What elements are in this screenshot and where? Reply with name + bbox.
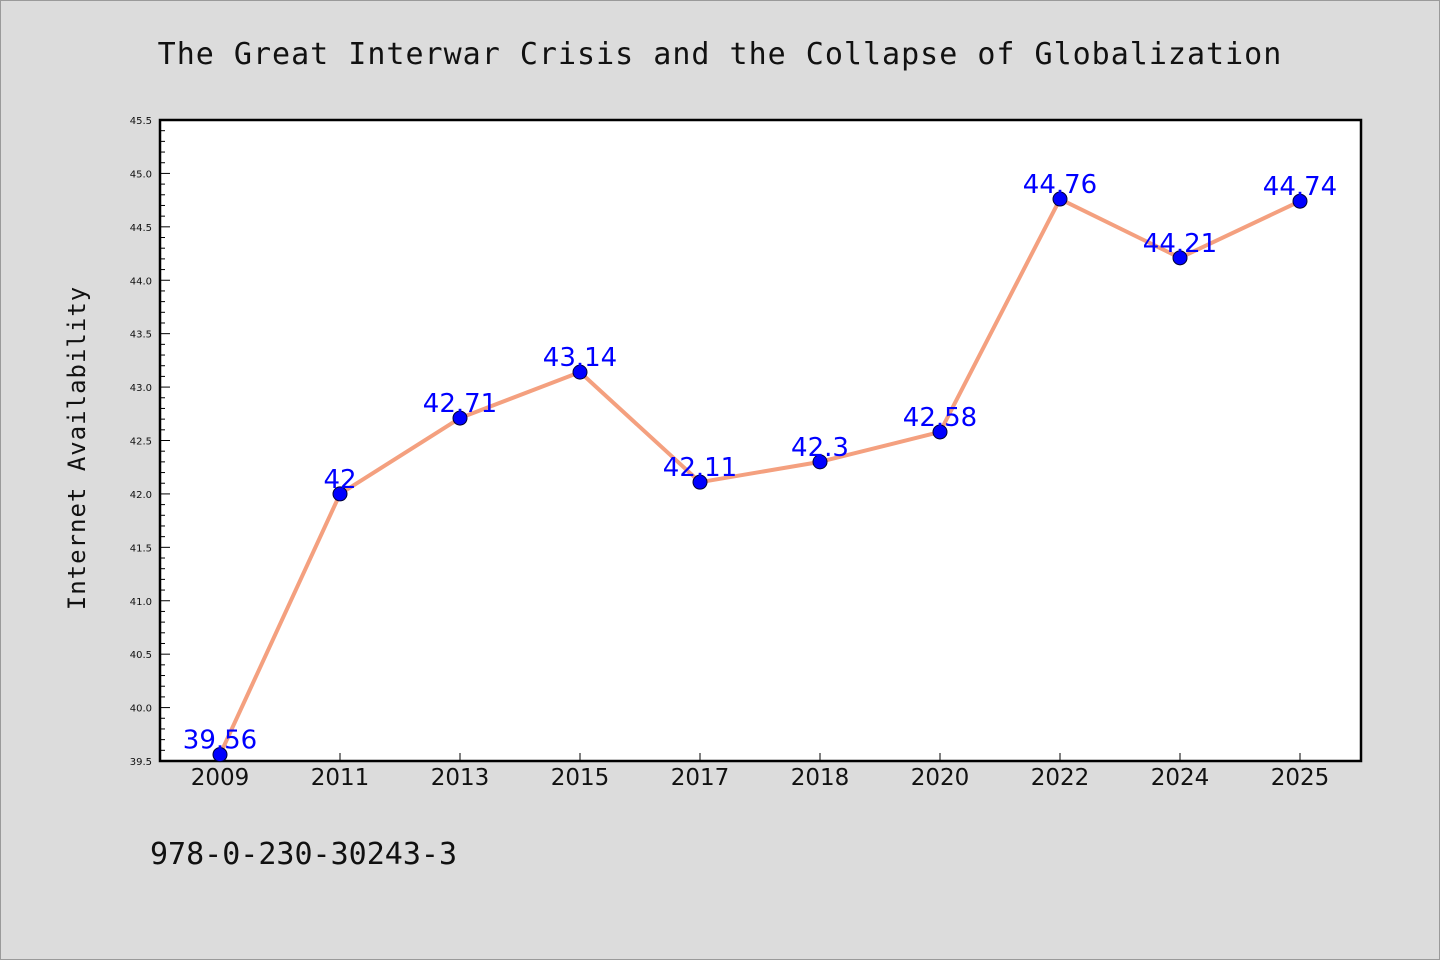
data-point <box>692 474 708 490</box>
series-group: 39.56 42 42.71 43.14 42.11 42.3 42.58 44.76 44.2… <box>183 170 1337 763</box>
x-tick-label: 2013 <box>431 765 490 791</box>
x-tick-label: 2024 <box>1151 765 1210 791</box>
x-tick-label: 2022 <box>1031 765 1090 791</box>
y-tick-label: 43.5 <box>130 330 152 341</box>
data-label: 42.3 <box>791 433 849 463</box>
data-label: 44.74 <box>1263 172 1337 202</box>
y-tick-label: 41.5 <box>130 543 152 554</box>
data-label: 42.58 <box>903 403 977 433</box>
y-tick-label: 40.0 <box>130 704 152 715</box>
data-label: 42.11 <box>663 453 737 483</box>
data-point <box>1052 191 1068 207</box>
x-tick-label: 2009 <box>191 765 250 791</box>
data-label: 44.21 <box>1143 229 1217 259</box>
x-tick-label: 2025 <box>1271 765 1330 791</box>
data-point <box>332 486 348 502</box>
y-axis: 39.5 40.0 40.5 41.0 41.5 42.0 42.5 43.0 43.5 44.0… <box>130 116 170 768</box>
data-point <box>1292 193 1308 209</box>
y-tick-label: 45.0 <box>130 169 152 180</box>
y-tick-label: 39.5 <box>130 757 152 768</box>
data-point <box>452 410 468 426</box>
data-label: 42 <box>323 465 356 495</box>
data-point <box>212 747 228 763</box>
isbn-footer: 978-0-230-30243-3 <box>150 837 457 872</box>
x-tick-label: 2011 <box>311 765 370 791</box>
y-tick-label: 42.5 <box>130 437 152 448</box>
chart-title: The Great Interwar Crisis and the Collap… <box>158 37 1283 72</box>
y-axis-label: Internet Availability <box>63 286 91 610</box>
plot-area <box>158 118 1363 763</box>
data-label: 44.76 <box>1023 170 1097 200</box>
data-label: 43.14 <box>543 343 617 373</box>
y-tick-label: 42.0 <box>130 490 152 501</box>
series-line <box>218 197 1301 756</box>
data-point <box>812 454 828 470</box>
data-point <box>932 424 948 440</box>
y-tick-label: 44.5 <box>130 223 152 234</box>
x-axis: 2009 2011 2013 2015 2017 2018 2020 2022 2024 2025 <box>191 753 1330 791</box>
y-tick-label: 45.5 <box>130 116 152 127</box>
x-tick-label: 2018 <box>791 765 850 791</box>
y-tick-label: 40.5 <box>130 650 152 661</box>
data-point <box>1172 250 1188 266</box>
y-tick-label: 44.0 <box>130 276 152 287</box>
y-tick-label: 41.0 <box>130 597 152 608</box>
data-label: 39.56 <box>183 726 257 756</box>
x-tick-label: 2020 <box>911 765 970 791</box>
data-point <box>572 364 588 380</box>
x-tick-label: 2015 <box>551 765 610 791</box>
x-tick-label: 2017 <box>671 765 730 791</box>
data-label: 42.71 <box>423 389 497 419</box>
y-tick-label: 43.0 <box>130 383 152 394</box>
